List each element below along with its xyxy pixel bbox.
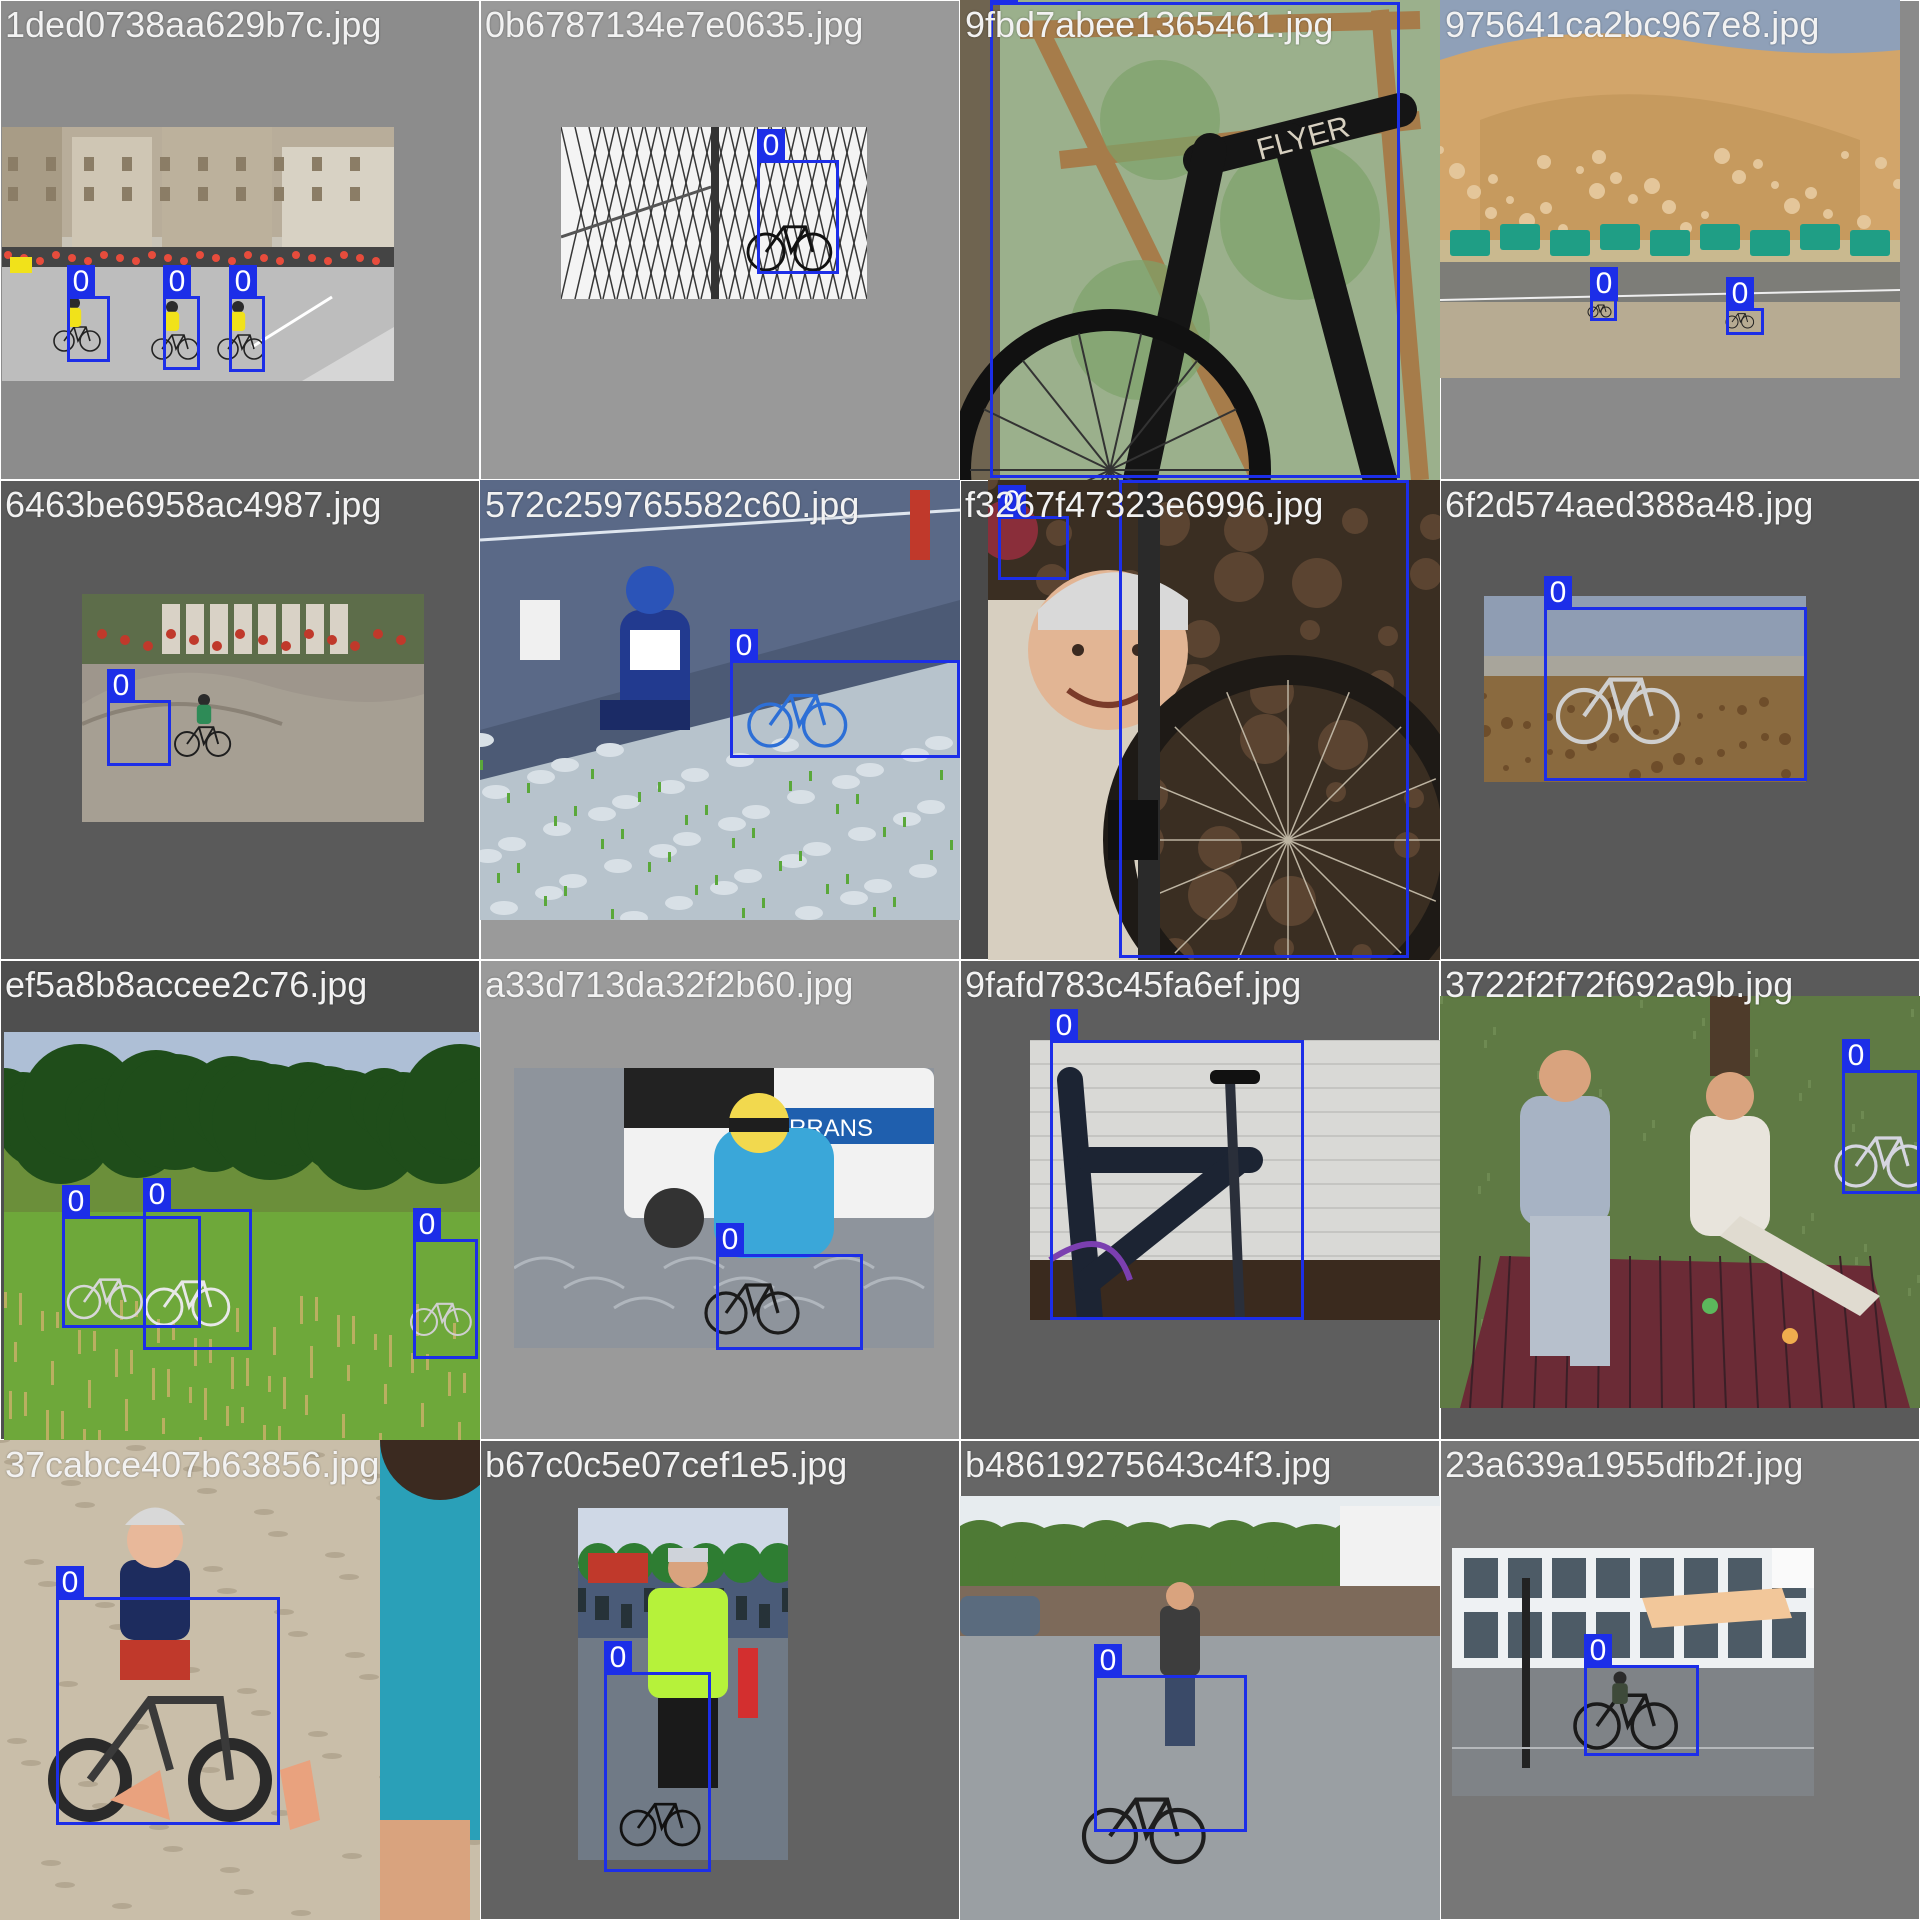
bounding-box: 0 (143, 1178, 252, 1350)
box-class-label: 0 (604, 1641, 632, 1675)
bounding-box: 0 (716, 1223, 863, 1350)
box-class-label: 0 (1050, 1009, 1078, 1043)
bounding-box: 0 (1050, 1009, 1304, 1320)
bounding-box: 0 (163, 265, 200, 370)
tile-filename: 3722f2f72f692a9b.jpg (1445, 964, 1794, 1005)
bounding-box: 0 (1726, 277, 1764, 335)
tile-filename: 37cabce407b63856.jpg (5, 1444, 380, 1485)
tile-filename: 6f2d574aed388a48.jpg (1445, 484, 1814, 525)
grid-tile: 0 3722f2f72f692a9b.jpg (1440, 960, 1920, 1440)
bounding-box: 0 (1544, 576, 1807, 781)
box-class-label: 0 (67, 265, 95, 299)
grid-tile: FLYER 09fbd7abee1365461.jpg (960, 0, 1440, 480)
box-class-label: 0 (1726, 277, 1754, 311)
box-class-label: 0 (990, 0, 1018, 5)
photo-picnic (1440, 996, 1920, 1408)
bounding-box: 0 (1590, 267, 1618, 321)
photo-frame-detail (1030, 1040, 1440, 1320)
tile-filename: 975641ca2bc967e8.jpg (1445, 4, 1820, 45)
grid-tile: 0 9fafd783c45fa6ef.jpg (960, 960, 1440, 1440)
bounding-box: 0 (62, 1185, 201, 1328)
grid-tile: 0 37cabce407b63856.jpg (0, 1440, 480, 1920)
bounding-box: 0 (1842, 1039, 1920, 1194)
box-class-label: 0 (143, 1178, 171, 1212)
box-class-label: 0 (1094, 1644, 1122, 1678)
tile-filename: 9fbd7abee1365461.jpg (965, 4, 1334, 45)
box-class-label: 0 (56, 1566, 84, 1600)
grid-tile: 0 b67c0c5e07cef1e5.jpg (480, 1440, 960, 1920)
grid-tile: 0 23a639a1955dfb2f.jpg (1440, 1440, 1920, 1920)
bounding-box: 0 (107, 669, 171, 766)
bounding-box: 0 (1584, 1634, 1699, 1756)
grid-tile: 0 6463be6958ac4987.jpg (0, 480, 480, 960)
tile-filename: 6463be6958ac4987.jpg (5, 484, 382, 525)
tile-filename: b48619275643c4f3.jpg (965, 1444, 1332, 1485)
box-class-label: 0 (1584, 1634, 1612, 1668)
photo-race-car: RRANS (514, 1068, 934, 1348)
box-class-label: 0 (998, 485, 1026, 519)
grid-tile: 0 0 0 ef5a8b8accee2c76.jpg (0, 960, 480, 1440)
box-class-label: 0 (163, 265, 191, 299)
photo-fallen-cyclist (480, 480, 960, 920)
bounding-box: 0 (730, 629, 960, 758)
tile-filename: 9fafd783c45fa6ef.jpg (965, 964, 1302, 1005)
box-class-label: 0 (1842, 1039, 1870, 1073)
tile-filename: ef5a8b8accee2c76.jpg (5, 964, 368, 1005)
box-class-label: 0 (62, 1185, 90, 1219)
box-class-label: 0 (229, 265, 257, 299)
box-class-label: 0 (1119, 480, 1147, 483)
photo-hivis-rider (578, 1508, 788, 1860)
bounding-box: 0 (67, 265, 110, 362)
grid-tile: 0 6f2d574aed388a48.jpg (1440, 480, 1920, 960)
grid-tile: 0 0 0 1ded0738aa629b7c.jpg (0, 0, 480, 480)
photo-storefront (1452, 1548, 1814, 1796)
box-class-label: 0 (730, 629, 758, 663)
tile-filename: f3267f47323e6996.jpg (965, 484, 1324, 525)
photo-pump-track (82, 594, 424, 822)
tile-filename: 572c259765582c60.jpg (485, 484, 860, 525)
box-class-label: 0 (413, 1208, 441, 1242)
box-class-label: 0 (107, 669, 135, 703)
photo-smiling-rider (988, 480, 1440, 960)
grid-tile: 0 572c259765582c60.jpg (480, 480, 960, 960)
bounding-box: 0 (990, 0, 1400, 478)
bounding-box: 0 (1119, 480, 1409, 958)
grid-tile: 0 0 975641ca2bc967e8.jpg (1440, 0, 1920, 480)
tile-filename: b67c0c5e07cef1e5.jpg (485, 1444, 848, 1485)
tile-filename: 0b6787134e7e0635.jpg (485, 4, 864, 45)
photo-field-bike (1484, 596, 1806, 782)
grid-tile: RRANS 0 a33d713da32f2b60.jpg (480, 960, 960, 1440)
photo-bike-closeup: FLYER (960, 0, 1440, 480)
bounding-box: 0 (229, 265, 265, 372)
photo-bw-fence (561, 127, 867, 299)
grid-tile: 0 b48619275643c4f3.jpg (960, 1440, 1440, 1920)
box-class-label: 0 (1590, 267, 1618, 301)
box-class-label: 0 (757, 129, 785, 163)
tile-filename: 1ded0738aa629b7c.jpg (5, 4, 382, 45)
tile-filename: 23a639a1955dfb2f.jpg (1445, 1444, 1804, 1485)
bounding-box: 0 (1094, 1644, 1247, 1832)
bounding-box: 0 (56, 1566, 280, 1825)
bounding-box: 0 (413, 1208, 478, 1359)
bounding-box: 0 (604, 1641, 711, 1872)
tile-filename: a33d713da32f2b60.jpg (485, 964, 854, 1005)
bounding-box: 0 (998, 485, 1069, 580)
box-class-label: 0 (1544, 576, 1572, 610)
photo-kid-bike (0, 1440, 480, 1920)
photo-quarry (1440, 0, 1900, 378)
photo-parking-lot (960, 1496, 1440, 1920)
grid-tile: 0 0b6787134e7e0635.jpg (480, 0, 960, 480)
box-class-label: 0 (716, 1223, 744, 1257)
bounding-box: 0 (757, 129, 839, 274)
